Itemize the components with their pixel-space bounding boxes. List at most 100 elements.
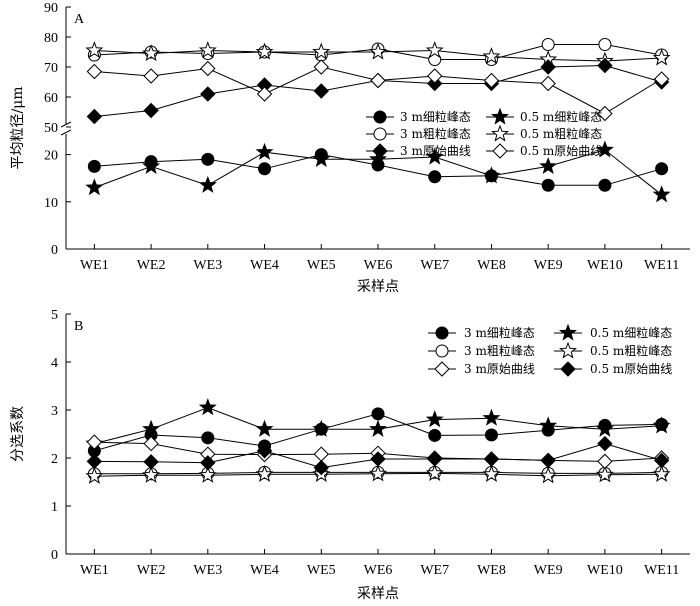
panel-b-data-point: [86, 434, 103, 450]
panel-a-data-point: [87, 159, 101, 173]
panel-a-legend-marker: [372, 143, 388, 159]
panel-a-axis-break-mark: [60, 129, 72, 136]
panel-a-data-point: [369, 149, 387, 167]
panel-a-x-axis-title: 采样点: [357, 279, 399, 295]
panel-b-x-tick-label: WE5: [307, 563, 336, 578]
panel-a-data-point: [86, 108, 103, 125]
panel-a-legend-label: 3 m细粒峰态: [400, 109, 471, 124]
panel-a-x-tick-label: WE8: [477, 258, 506, 273]
panel-a-x-tick-label: WE7: [420, 258, 449, 273]
panel-a-data-point: [256, 86, 273, 102]
panel-b-y-tick-label: 1: [51, 500, 58, 515]
panel-b-data-point: [86, 453, 103, 470]
panel-b-data-point: [142, 465, 161, 483]
panel-b-data-point: [201, 431, 215, 445]
panel-b-legend-label: 0.5 m原始曲线: [590, 362, 672, 376]
panel-b-data-point: [371, 407, 385, 421]
panel-a-legend-label: 3 m粗粒峰态: [400, 126, 471, 141]
panel-a-legend-label: 0.5 m细粒峰态: [520, 109, 602, 124]
panel-a-data-point: [425, 147, 444, 165]
panel-a-data-point: [85, 41, 104, 59]
panel-b-data-point: [425, 410, 444, 428]
panel-a-data-point: [541, 178, 555, 192]
panel-b-data-point: [142, 419, 161, 437]
panel-b-y-axis-title: 分选系数: [10, 406, 26, 462]
panel-b-legend-marker: [559, 341, 577, 359]
panel-b-data-point: [256, 443, 273, 459]
panel-b-chart: 0 1 2 3 4 5 WE1 WE2 WE3 WE4 WE5 WE6 WE7 WE8 WE9 WE10 WE1…: [10, 308, 690, 602]
panel-a-data-point: [143, 102, 159, 119]
panel-a-data-point: [427, 68, 443, 84]
panel-a-data-point: [200, 86, 216, 102]
panel-b-legend-label: 0.5 m细粒峰态: [590, 325, 672, 340]
panel-b-data-point: [313, 446, 329, 462]
panel-b-data-point: [482, 464, 501, 482]
panel-b-data-point: [484, 428, 498, 442]
panel-a-data-point: [482, 47, 501, 65]
panel-b-data-point: [143, 454, 159, 470]
panel-b-data-point: [369, 419, 387, 437]
panel-a-y-tick-label: 50: [44, 121, 58, 136]
panel-b-data-point: [540, 452, 556, 469]
panel-a-data-point: [200, 60, 216, 77]
panel-b-x-tick-label: WE4: [250, 563, 279, 578]
panel-b-data-point: [595, 465, 614, 483]
panel-a-legend-label: 0.5 m粗粒峰态: [520, 126, 602, 141]
panel-a-y-tick-label: 70: [44, 61, 58, 76]
panel-a-y-tick-label: 20: [44, 149, 58, 164]
panel-a-x-tick-label: WE5: [307, 258, 336, 273]
panel-b-data-point: [200, 455, 216, 471]
panel-b-x-tick-label: WE2: [137, 563, 166, 578]
panel-a-chart: 50 60 70 80 90 0 10 20 WE1 WE2 WE3 WE4 WE5 WE6 WE7 WE8 W…: [10, 1, 690, 295]
panel-a-y-tick-label: 0: [51, 243, 58, 258]
panel-b-y-tick-label: 3: [51, 404, 58, 419]
panel-b-data-point: [482, 408, 501, 426]
panel-b-x-tick-label: WE8: [477, 563, 506, 578]
panel-b-legend-marker: [560, 361, 576, 377]
panel-b-y-tick-label: 4: [51, 356, 58, 371]
panel-a-data-point: [428, 170, 442, 184]
panel-b-legend-label: 3 m粗粒峰态: [464, 343, 535, 358]
panel-b-data-point: [255, 419, 274, 437]
panel-b-legend-marker: [434, 361, 450, 377]
panel-a-data-point: [312, 149, 331, 167]
panel-a-x-tick-label: WE2: [137, 258, 166, 273]
panel-b-data-point: [312, 419, 331, 437]
panel-a-data-point: [313, 59, 329, 75]
panel-a-data-point: [652, 185, 671, 203]
panel-b-data-point: [370, 451, 386, 467]
panel-a-data-point: [370, 72, 386, 89]
panel-a-y-tick-label: 60: [44, 91, 58, 106]
panel-a-legend-marker: [373, 110, 387, 124]
panel-a-data-point: [312, 42, 331, 60]
panel-b-label: B: [74, 319, 83, 334]
panel-a-y-tick-label: 90: [44, 1, 58, 16]
panel-a-data-point: [255, 142, 274, 160]
panel-a-y-tick-label: 80: [44, 31, 58, 46]
panel-a-x-tick-label: WE6: [364, 258, 393, 273]
panel-a-data-point: [258, 162, 272, 176]
panel-b-data-point: [428, 428, 442, 442]
panel-b-x-tick-label: WE11: [644, 563, 679, 578]
panel-b-legend-marker: [559, 323, 577, 341]
panel-a-data-point: [143, 68, 159, 84]
panel-b-data-point: [597, 453, 613, 470]
panel-a-data-point: [85, 178, 104, 196]
panel-a-y-tick-label: 10: [44, 196, 58, 211]
panel-a-data-point: [255, 42, 274, 60]
panel-b-data-point: [653, 452, 670, 469]
panel-a-data-point: [142, 44, 161, 62]
panel-a-legend-marker: [491, 107, 509, 125]
panel-a-data-point: [482, 166, 501, 184]
panel-b-data-point: [539, 466, 558, 484]
panel-a-data-point: [539, 156, 558, 175]
panel-b-legend-marker: [435, 344, 449, 358]
panel-b-legend-label: 3 m细粒峰态: [464, 325, 535, 340]
panel-b-data-point: [483, 451, 500, 467]
panel-a-x-tick-label: WE3: [193, 258, 222, 273]
panel-b-x-tick-label: WE10: [587, 563, 623, 578]
panel-a-data-point: [201, 152, 215, 166]
panel-a-data-point: [142, 156, 161, 175]
panel-a-data-point: [597, 105, 613, 122]
